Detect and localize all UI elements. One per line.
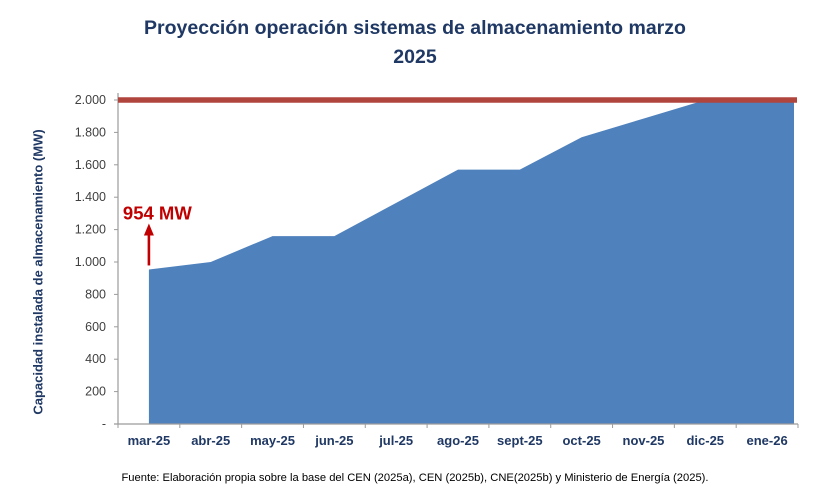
x-tick-label: jun-25 <box>314 433 353 448</box>
source-note: Fuente: Elaboración propia sobre la base… <box>121 472 709 484</box>
x-tick-label: ene-26 <box>746 433 787 448</box>
x-tick-label: nov-25 <box>623 433 665 448</box>
storage-projection-area-chart: - 200 400 600 800 1.000 1.200 1.400 1.600 1.800 2.… <box>75 93 799 448</box>
annotation-label: 954 MW <box>123 202 192 223</box>
y-tick-label: 800 <box>85 287 106 301</box>
x-tick-label: abr-25 <box>191 433 230 448</box>
y-tick-label: - <box>102 417 106 431</box>
chart-title-line1: Proyección operación sistemas de almacen… <box>144 17 686 39</box>
y-tick-label: 1.600 <box>75 158 106 172</box>
chart-title-line2: 2025 <box>393 46 437 69</box>
y-tick-label: 1.800 <box>75 125 106 139</box>
y-tick-label: 1.400 <box>75 190 106 204</box>
x-tick-label: ago-25 <box>437 433 479 448</box>
area-series <box>148 100 795 424</box>
y-tick-label: 200 <box>85 385 106 399</box>
y-tick-label: 1.000 <box>75 255 106 269</box>
annotation-arrow-head-icon <box>143 223 154 236</box>
y-tick-label: 2.000 <box>75 93 106 107</box>
chart-title: Proyección operación sistemas de almacen… <box>0 14 830 73</box>
y-tick-label: 600 <box>85 320 106 334</box>
x-tick-label: dic-25 <box>686 433 724 448</box>
x-tick-label: jul-25 <box>378 433 413 448</box>
x-tick-label: may-25 <box>250 433 295 448</box>
x-tick-label: oct-25 <box>562 433 600 448</box>
x-tick-label: sept-25 <box>497 433 543 448</box>
y-tick-label: 1.200 <box>75 223 106 237</box>
x-tick-label: mar-25 <box>128 433 171 448</box>
y-tick-label: 400 <box>85 352 106 366</box>
